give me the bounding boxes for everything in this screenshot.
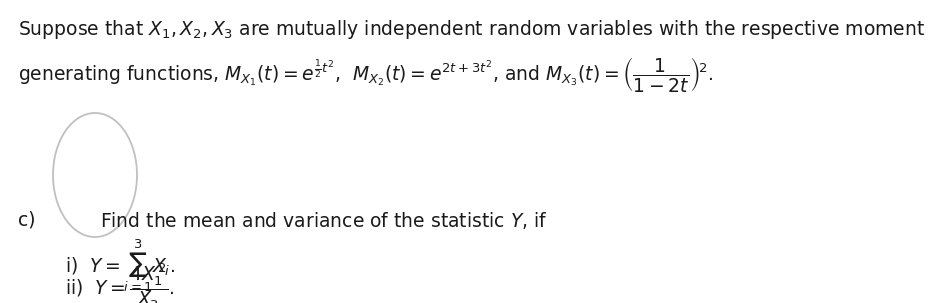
Text: Find the mean and variance of the statistic $Y$, if: Find the mean and variance of the statis…	[100, 210, 548, 231]
Text: c): c)	[18, 210, 36, 229]
Text: i)  $Y = \sum_{i=1}^{3} X_i.$: i) $Y = \sum_{i=1}^{3} X_i.$	[65, 238, 175, 294]
Text: ii)  $Y = \dfrac{4X_1^{\,2}}{X_3}.$: ii) $Y = \dfrac{4X_1^{\,2}}{X_3}.$	[65, 262, 174, 303]
Text: generating functions, $M_{X_1}(t) = e^{\frac{1}{2}t^2}$,  $M_{X_2}(t) = e^{2t + : generating functions, $M_{X_1}(t) = e^{\…	[18, 55, 713, 94]
Text: Suppose that $X_1, X_2, X_3$ are mutually independent random variables with the : Suppose that $X_1, X_2, X_3$ are mutuall…	[18, 18, 925, 41]
